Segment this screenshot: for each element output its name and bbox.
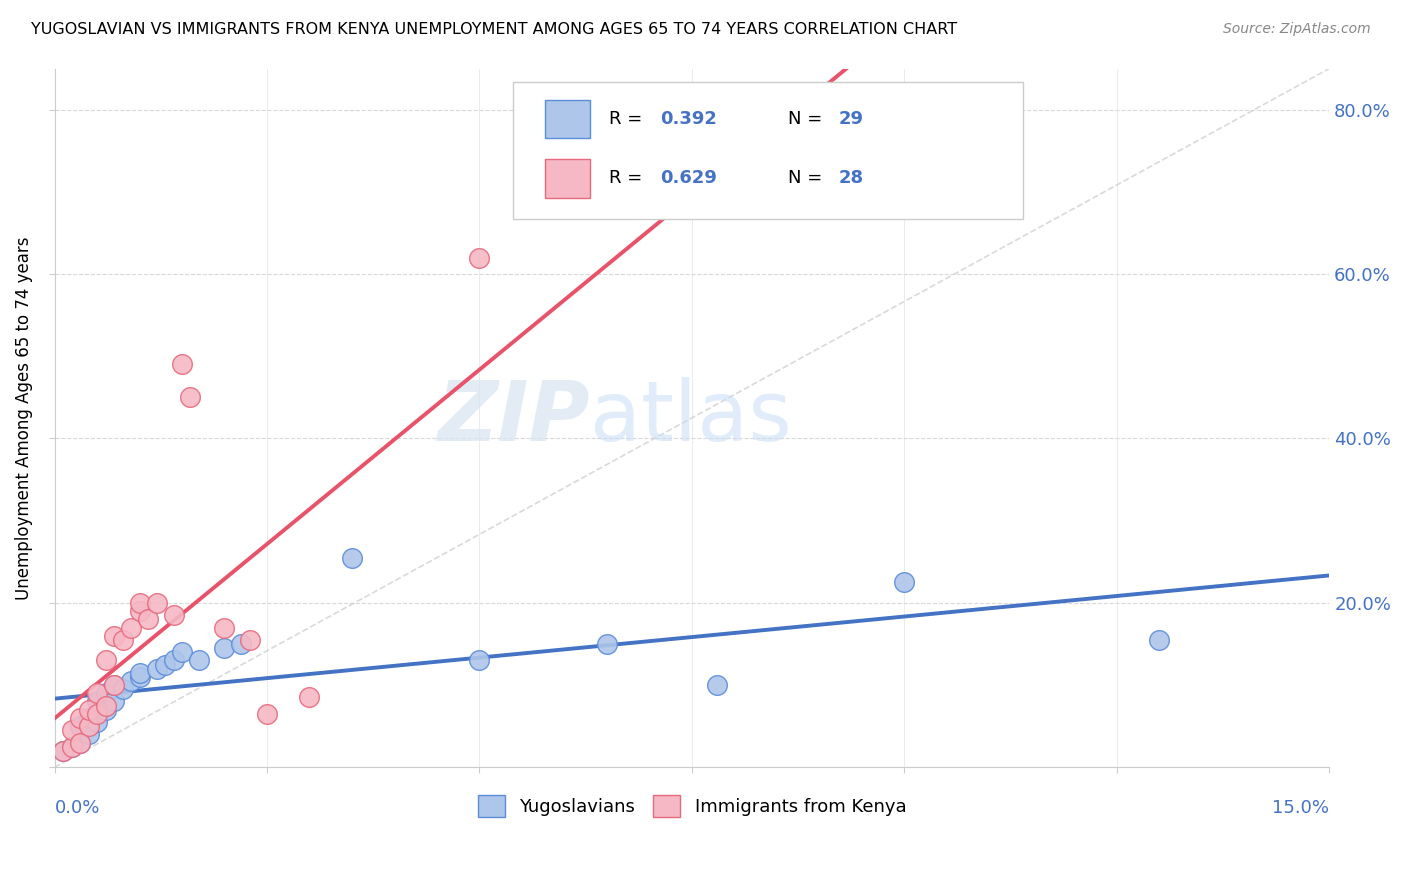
Point xyxy=(77,711,100,725)
Y-axis label: Unemployment Among Ages 65 to 74 years: Unemployment Among Ages 65 to 74 years xyxy=(15,236,32,599)
Point xyxy=(77,703,100,717)
Text: YUGOSLAVIAN VS IMMIGRANTS FROM KENYA UNEMPLOYMENT AMONG AGES 65 TO 74 YEARS CORR: YUGOSLAVIAN VS IMMIGRANTS FROM KENYA UNE… xyxy=(31,22,957,37)
Point xyxy=(231,637,253,651)
Text: 28: 28 xyxy=(838,169,863,187)
Point xyxy=(468,251,491,265)
Text: 0.0%: 0.0% xyxy=(55,798,100,817)
Point xyxy=(60,739,83,754)
Point xyxy=(69,711,91,725)
Point xyxy=(120,673,142,688)
Point xyxy=(69,736,91,750)
Text: N =: N = xyxy=(787,169,828,187)
Text: atlas: atlas xyxy=(591,377,792,458)
Point xyxy=(162,653,184,667)
Point xyxy=(145,662,167,676)
Point xyxy=(596,637,619,651)
Point xyxy=(111,632,134,647)
Point xyxy=(893,575,915,590)
Legend: Yugoslavians, Immigrants from Kenya: Yugoslavians, Immigrants from Kenya xyxy=(471,789,914,824)
FancyBboxPatch shape xyxy=(546,100,591,138)
Text: 0.392: 0.392 xyxy=(659,110,717,128)
Point xyxy=(188,653,211,667)
Point xyxy=(77,719,100,733)
Point xyxy=(214,620,236,634)
Point xyxy=(94,686,117,700)
Point xyxy=(103,694,125,708)
Point xyxy=(86,694,108,708)
Point xyxy=(239,632,262,647)
Point xyxy=(214,641,236,656)
Point xyxy=(94,653,117,667)
Point xyxy=(145,596,167,610)
Point xyxy=(69,719,91,733)
Point xyxy=(162,608,184,623)
Point xyxy=(86,706,108,721)
Point xyxy=(723,169,745,183)
Point xyxy=(103,678,125,692)
Point xyxy=(94,698,117,713)
Point xyxy=(52,744,75,758)
Point xyxy=(128,596,150,610)
Point xyxy=(1149,632,1171,647)
Point xyxy=(120,620,142,634)
Point xyxy=(706,678,728,692)
Point xyxy=(128,665,150,680)
Point xyxy=(298,690,321,705)
Point xyxy=(103,629,125,643)
Point xyxy=(256,706,278,721)
FancyBboxPatch shape xyxy=(513,82,1024,219)
Point xyxy=(94,703,117,717)
Point xyxy=(60,739,83,754)
Text: Source: ZipAtlas.com: Source: ZipAtlas.com xyxy=(1223,22,1371,37)
Text: N =: N = xyxy=(787,110,828,128)
Text: ZIP: ZIP xyxy=(437,377,591,458)
FancyBboxPatch shape xyxy=(546,160,591,198)
Text: 15.0%: 15.0% xyxy=(1272,798,1329,817)
Point xyxy=(128,604,150,618)
Point xyxy=(136,612,159,626)
Point xyxy=(340,550,363,565)
Point xyxy=(60,723,83,738)
Point xyxy=(52,744,75,758)
Point xyxy=(179,390,201,404)
Point xyxy=(111,682,134,697)
Point xyxy=(128,670,150,684)
Text: 29: 29 xyxy=(838,110,863,128)
Point xyxy=(468,653,491,667)
Point xyxy=(69,736,91,750)
Point xyxy=(86,686,108,700)
Point xyxy=(170,645,193,659)
Point xyxy=(153,657,176,672)
Point xyxy=(77,727,100,741)
Text: 0.629: 0.629 xyxy=(659,169,717,187)
Text: R =: R = xyxy=(609,169,648,187)
Point xyxy=(103,678,125,692)
Point xyxy=(86,714,108,729)
Point xyxy=(170,358,193,372)
Text: R =: R = xyxy=(609,110,648,128)
